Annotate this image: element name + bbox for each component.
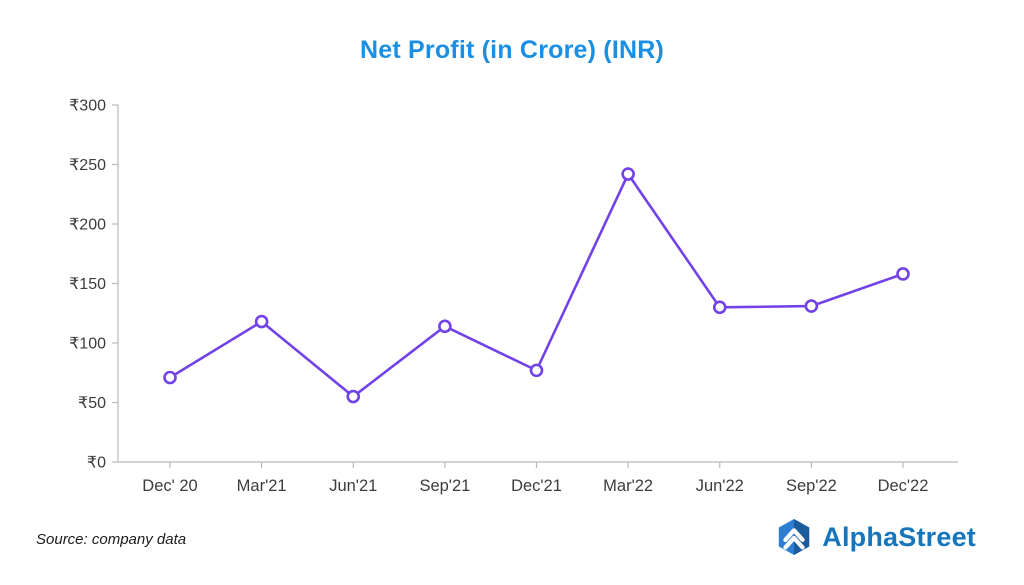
data-point xyxy=(163,370,177,385)
y-tick-label: ₹200 xyxy=(69,217,106,234)
y-tick-label: ₹150 xyxy=(69,276,106,293)
x-tick-label: Jun'22 xyxy=(696,477,744,495)
x-tick-label: Sep'21 xyxy=(419,477,470,495)
source-note: Source: company data xyxy=(36,531,187,548)
line-chart-canvas: ₹0 ₹50 ₹100 ₹150 ₹200 ₹250 ₹300 Dec' 20 Mar'21 Ju… xyxy=(69,98,958,495)
x-tick-label: Dec' 20 xyxy=(142,477,197,495)
y-tick-label: ₹50 xyxy=(78,395,106,412)
alphastreet-logo-icon xyxy=(779,518,810,556)
y-tick-label: ₹0 xyxy=(87,455,106,472)
data-point xyxy=(621,167,635,181)
x-tick-label: Jun'21 xyxy=(329,477,377,495)
x-tick-label: Dec'22 xyxy=(878,477,929,495)
y-tick-label: ₹300 xyxy=(69,98,106,115)
data-point xyxy=(804,299,819,313)
data-point xyxy=(254,314,269,329)
chart-title: Net Profit (in Crore) (INR) xyxy=(360,36,664,64)
y-tick-label: ₹250 xyxy=(69,157,106,174)
data-point xyxy=(529,363,544,378)
data-point xyxy=(712,300,727,315)
x-tick-label: Mar'21 xyxy=(237,477,287,495)
x-tick-label: Mar'22 xyxy=(603,477,653,495)
x-tick-label: Dec'21 xyxy=(511,477,562,495)
y-tick-label: ₹100 xyxy=(69,336,106,353)
alphastreet-logo-text: AlphaStreet xyxy=(822,521,976,552)
alphastreet-logo: AlphaStreet xyxy=(775,518,976,556)
x-tick-label: Sep'22 xyxy=(786,477,837,495)
data-point xyxy=(346,389,361,404)
data-point xyxy=(438,319,452,334)
data-line xyxy=(168,172,905,398)
data-point xyxy=(896,267,910,281)
